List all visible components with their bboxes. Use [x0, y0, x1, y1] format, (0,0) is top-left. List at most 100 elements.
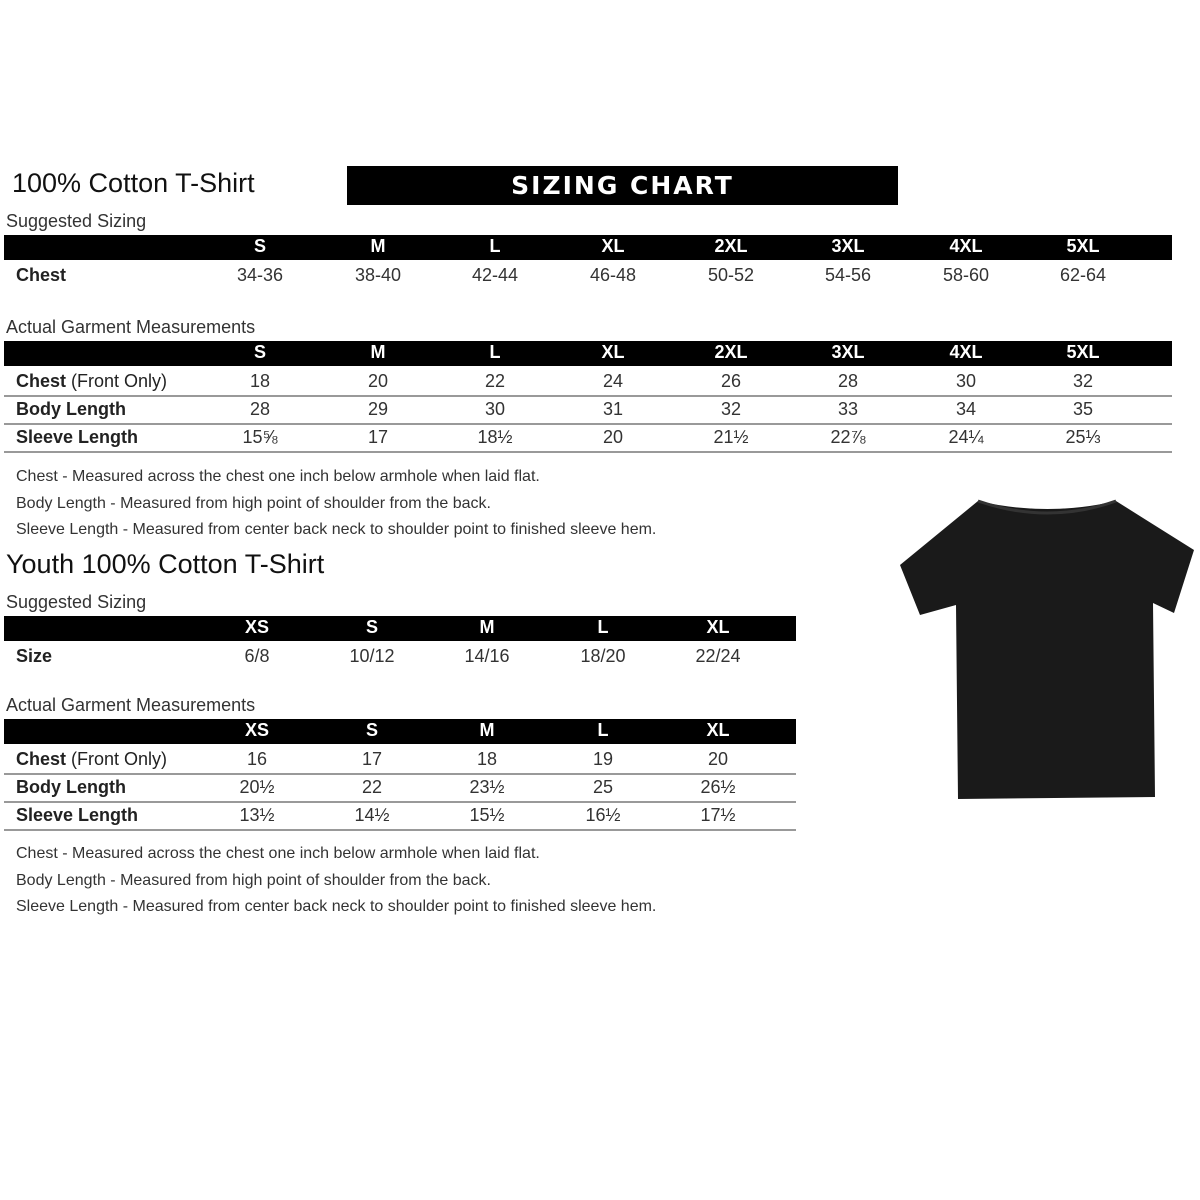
- table-cell: 34-36: [236, 265, 284, 285]
- table-cell: 32: [720, 399, 742, 419]
- size-header-s: S: [365, 617, 379, 637]
- table-cell: 24: [602, 371, 624, 391]
- table-cell: 22/24: [695, 646, 741, 666]
- adult-title: 100% Cotton T-Shirt: [12, 168, 255, 198]
- table-cell: 20½: [239, 777, 275, 797]
- tshirt-image: [900, 499, 1194, 799]
- table-cell: 20: [602, 427, 624, 447]
- size-header-s: S: [253, 236, 267, 256]
- adult-suggested-label: Suggested Sizing: [6, 211, 147, 231]
- youth-suggested-label: Suggested Sizing: [6, 592, 147, 612]
- table-cell: 25: [592, 777, 614, 797]
- youth-actual-header-bar: [4, 719, 796, 744]
- table-cell: 15⅝: [242, 427, 278, 447]
- table-cell: 32: [1072, 371, 1094, 391]
- table-cell: 24¼: [948, 427, 984, 447]
- size-header-2xl: 2XL: [714, 342, 748, 362]
- row-divider: [4, 829, 796, 831]
- table-cell: 29: [367, 399, 389, 419]
- size-header-m: M: [370, 236, 386, 256]
- size-header-4xl: 4XL: [949, 342, 983, 362]
- adult-actual-label: Actual Garment Measurements: [6, 317, 256, 337]
- size-header-l: L: [489, 342, 501, 362]
- table-cell: 14½: [354, 805, 390, 825]
- table-cell: 17½: [700, 805, 736, 825]
- table-cell: 16½: [585, 805, 621, 825]
- size-header-xs: XS: [244, 617, 270, 637]
- row-label: Sleeve Length: [16, 427, 138, 448]
- sizing-chart-banner: SIZING CHART: [347, 166, 898, 205]
- table-cell: 28: [837, 371, 859, 391]
- size-header-3xl: 3XL: [831, 342, 865, 362]
- table-cell: 28: [249, 399, 271, 419]
- adult-note: Body Length - Measured from high point o…: [16, 494, 491, 512]
- size-header-5xl: 5XL: [1066, 236, 1100, 256]
- row-label-text: Chest: [16, 265, 67, 285]
- size-header-s: S: [365, 720, 379, 740]
- row-divider: [4, 423, 1172, 425]
- table-cell: 17: [367, 427, 389, 447]
- table-cell: 23½: [469, 777, 505, 797]
- row-label: Chest (Front Only): [16, 749, 167, 770]
- table-cell: 35: [1072, 399, 1094, 419]
- table-cell: 18½: [477, 427, 513, 447]
- size-header-xl: XL: [601, 342, 625, 362]
- row-label: Chest (Front Only): [16, 371, 167, 392]
- table-cell: 62-64: [1059, 265, 1107, 285]
- size-header-5xl: 5XL: [1066, 342, 1100, 362]
- table-cell: 17: [361, 749, 383, 769]
- table-cell: 20: [367, 371, 389, 391]
- table-cell: 22⅞: [830, 427, 866, 447]
- row-label: Size: [16, 646, 52, 667]
- table-cell: 15½: [469, 805, 505, 825]
- size-header-m: M: [479, 720, 495, 740]
- table-cell: 6/8: [244, 646, 270, 666]
- table-cell: 21½: [713, 427, 749, 447]
- size-header-s: S: [253, 342, 267, 362]
- table-cell: 30: [955, 371, 977, 391]
- youth-note: Sleeve Length - Measured from center bac…: [16, 898, 657, 915]
- table-cell: 19: [592, 749, 614, 769]
- row-label-text: Body Length: [16, 399, 126, 419]
- row-divider: [4, 451, 1172, 453]
- row-label-text: Size: [16, 646, 53, 666]
- adult-actual-header-bar: [4, 341, 1172, 366]
- table-cell: 33: [837, 399, 859, 419]
- row-divider: [4, 395, 1172, 397]
- row-label-text: Chest: [16, 371, 67, 391]
- adult-note: Chest - Measured across the chest one in…: [16, 468, 540, 485]
- table-cell: 18/20: [580, 646, 626, 666]
- youth-actual-label: Actual Garment Measurements: [6, 695, 256, 715]
- row-label: Chest: [16, 265, 66, 286]
- table-cell: 25⅓: [1065, 427, 1101, 447]
- adult-note: Sleeve Length - Measured from center bac…: [16, 521, 657, 538]
- row-divider: [4, 801, 796, 803]
- table-cell: 20: [707, 749, 729, 769]
- size-header-m: M: [479, 617, 495, 637]
- table-cell: 16: [246, 749, 268, 769]
- size-header-l: L: [489, 236, 501, 256]
- table-cell: 14/16: [464, 646, 510, 666]
- size-header-xl: XL: [601, 236, 625, 256]
- size-header-l: L: [597, 720, 609, 740]
- size-header-xs: XS: [244, 720, 270, 740]
- row-label-text: Sleeve Length: [16, 427, 139, 447]
- table-cell: 42-44: [471, 265, 519, 285]
- size-header-2xl: 2XL: [714, 236, 748, 256]
- table-cell: 31: [602, 399, 624, 419]
- adult-suggested-header-bar: [4, 235, 1172, 260]
- size-header-3xl: 3XL: [831, 236, 865, 256]
- table-cell: 54-56: [824, 265, 872, 285]
- row-label-suffix: (Front Only): [66, 749, 168, 769]
- table-cell: 10/12: [349, 646, 395, 666]
- row-label-text: Chest: [16, 749, 67, 769]
- youth-note: Chest - Measured across the chest one in…: [16, 845, 540, 862]
- row-label: Sleeve Length: [16, 805, 138, 826]
- youth-title: Youth 100% Cotton T-Shirt: [6, 549, 325, 579]
- table-cell: 13½: [239, 805, 275, 825]
- size-header-4xl: 4XL: [949, 236, 983, 256]
- size-header-xl: XL: [706, 720, 730, 740]
- table-cell: 22: [484, 371, 506, 391]
- row-label: Body Length: [16, 777, 126, 798]
